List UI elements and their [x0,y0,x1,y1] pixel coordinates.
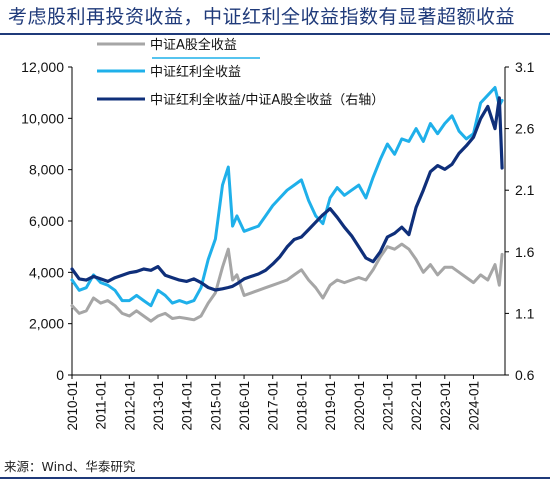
x-tick-label: 2013-01 [151,381,166,431]
footer-divider [0,477,550,479]
left-tick-label: 8,000 [29,162,64,178]
series-line-1 [70,86,504,308]
x-tick-label: 2022-01 [409,381,424,431]
x-tick-label: 2021-01 [380,381,395,431]
x-tick-label: 2020-01 [352,381,367,431]
left-tick-label: 10,000 [21,110,64,126]
series-lines [70,86,504,323]
right-tick-label: 1.6 [515,244,535,260]
title-divider [0,33,550,35]
left-tick-label: 12,000 [21,59,64,75]
legend-label-ratio: 中证红利全收益/中证A股全收益（右轴） [150,92,384,108]
axes: 0 2,000 4,000 6,000 8,000 10,000 12,000 0.6 1.1 1… [21,59,535,431]
right-tick-label: 3.1 [515,59,535,75]
right-tick-label: 1.1 [515,305,535,321]
legend-label-dividend: 中证红利全收益 [150,64,241,80]
legend-label-a-share: 中证A股全收益 [150,37,237,53]
x-tick-label: 2024-01 [466,381,481,431]
x-tick-label: 2017-01 [266,381,281,431]
source-note: 来源：Wind、华泰研究 [4,459,136,474]
x-tick-label: 2019-01 [323,381,338,431]
x-tick-label: 2011-01 [94,381,109,430]
chart-title: 考虑股利再投资收益，中证红利全收益指数有显著超额收益 [8,6,516,28]
x-tick-label: 2018-01 [294,381,309,431]
left-tick-label: 6,000 [29,213,64,229]
x-tick-label: 2010-01 [65,381,80,431]
right-tick-label: 2.1 [515,182,535,198]
legend: 中证A股全收益 中证红利全收益 中证红利全收益/中证A股全收益（右轴） [97,37,384,108]
right-tick-label: 2.6 [515,121,535,137]
left-tick-label: 4,000 [29,264,64,280]
left-tick-label: 0 [56,367,64,383]
x-tick-label: 2014-01 [180,381,195,431]
series-line-2 [70,96,504,292]
right-tick-label: 0.6 [515,367,535,383]
x-tick-label: 2012-01 [122,381,137,431]
x-tick-label: 2023-01 [438,381,453,431]
left-tick-label: 2,000 [29,316,64,332]
x-tick-label: 2015-01 [208,381,223,431]
x-tick-label: 2016-01 [237,381,252,431]
series-line-0 [70,242,504,323]
